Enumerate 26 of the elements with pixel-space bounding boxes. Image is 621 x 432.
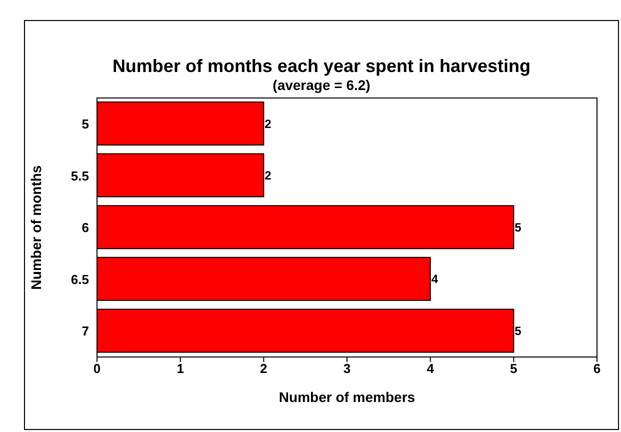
x-tick-label: 0 (93, 361, 101, 376)
bar (97, 102, 264, 146)
x-tick-label: 2 (260, 361, 268, 376)
x-tick-label: 5 (510, 361, 518, 376)
data-label: 2 (264, 168, 272, 183)
y-tick-label: 6 (82, 220, 89, 236)
chart-subtitle: (average = 6.2) (272, 77, 372, 93)
data-label: 2 (264, 116, 272, 131)
x-axis-title: Number of members (278, 389, 416, 405)
bar (97, 256, 431, 301)
data-label: 5 (514, 220, 522, 234)
data-label: 5 (514, 324, 522, 338)
x-tick-label: 6 (593, 361, 601, 376)
chart-title: Number of months each year spent in harvesting (111, 56, 532, 77)
y-tick-label: 5.5 (70, 168, 89, 184)
bar (97, 308, 514, 353)
y-tick-label: 6.5 (70, 272, 89, 287)
y-tick-label: 5 (82, 116, 89, 132)
x-tick-label: 3 (343, 361, 351, 376)
y-tick-label: 7 (82, 324, 89, 339)
x-tick-label: 4 (426, 361, 435, 376)
bar (97, 153, 264, 198)
y-axis-title: Number of months (28, 165, 44, 290)
x-tick-label: 1 (176, 361, 184, 376)
bar (97, 205, 514, 250)
data-label: 4 (431, 272, 438, 286)
